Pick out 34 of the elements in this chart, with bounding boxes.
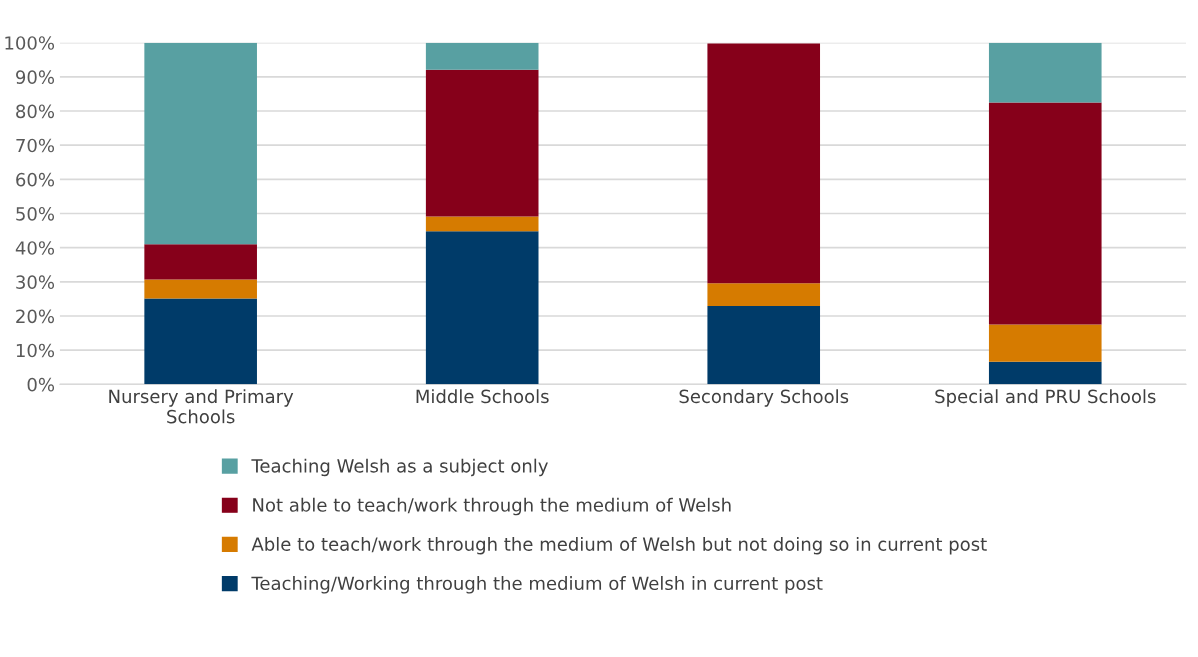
bar <box>144 42 257 245</box>
y-tick-label: 10% <box>16 343 55 358</box>
legend-label: Not able to teach/work through the medium of Welsh <box>253 497 731 516</box>
y-tick-label: 20% <box>16 309 55 324</box>
legend-label: Teaching/Working through the medium of Welsh in current post <box>251 576 823 594</box>
bar <box>425 216 539 232</box>
y-tick-label: 60% <box>16 172 55 187</box>
legend-label: Able to teach/work through the medium of Welsh but not doing so in current post <box>251 536 987 555</box>
y-tick-label: 0% <box>27 377 55 392</box>
bar <box>144 298 257 385</box>
y-tick-label: 70% <box>16 138 55 153</box>
bar <box>425 231 539 385</box>
x-tick-label: Special and PRU Schools <box>935 389 1156 407</box>
x-tick-label: Middle Schools <box>416 389 549 404</box>
y-tick-label: 30% <box>16 275 55 289</box>
bar <box>988 102 1102 325</box>
bar <box>988 42 1102 103</box>
y-tick-label: 100% <box>5 36 55 50</box>
bar <box>707 283 821 307</box>
y-tick-label: 90% <box>16 70 55 84</box>
y-tick-label: 40% <box>15 241 55 255</box>
y-tick-label: 50% <box>16 206 55 221</box>
bar <box>425 42 539 70</box>
bar <box>707 306 821 385</box>
x-tick-label: Nursery and Primary Schools <box>109 389 294 424</box>
bar <box>144 244 257 280</box>
bar <box>707 43 821 284</box>
bar <box>988 361 1102 385</box>
x-tick-label: Secondary Schools <box>679 389 849 407</box>
bar <box>144 279 257 299</box>
legend-label: Teaching Welsh as a subject only <box>251 458 548 477</box>
bar <box>425 69 539 217</box>
bar <box>988 324 1102 362</box>
y-tick-label: 80% <box>16 104 55 119</box>
